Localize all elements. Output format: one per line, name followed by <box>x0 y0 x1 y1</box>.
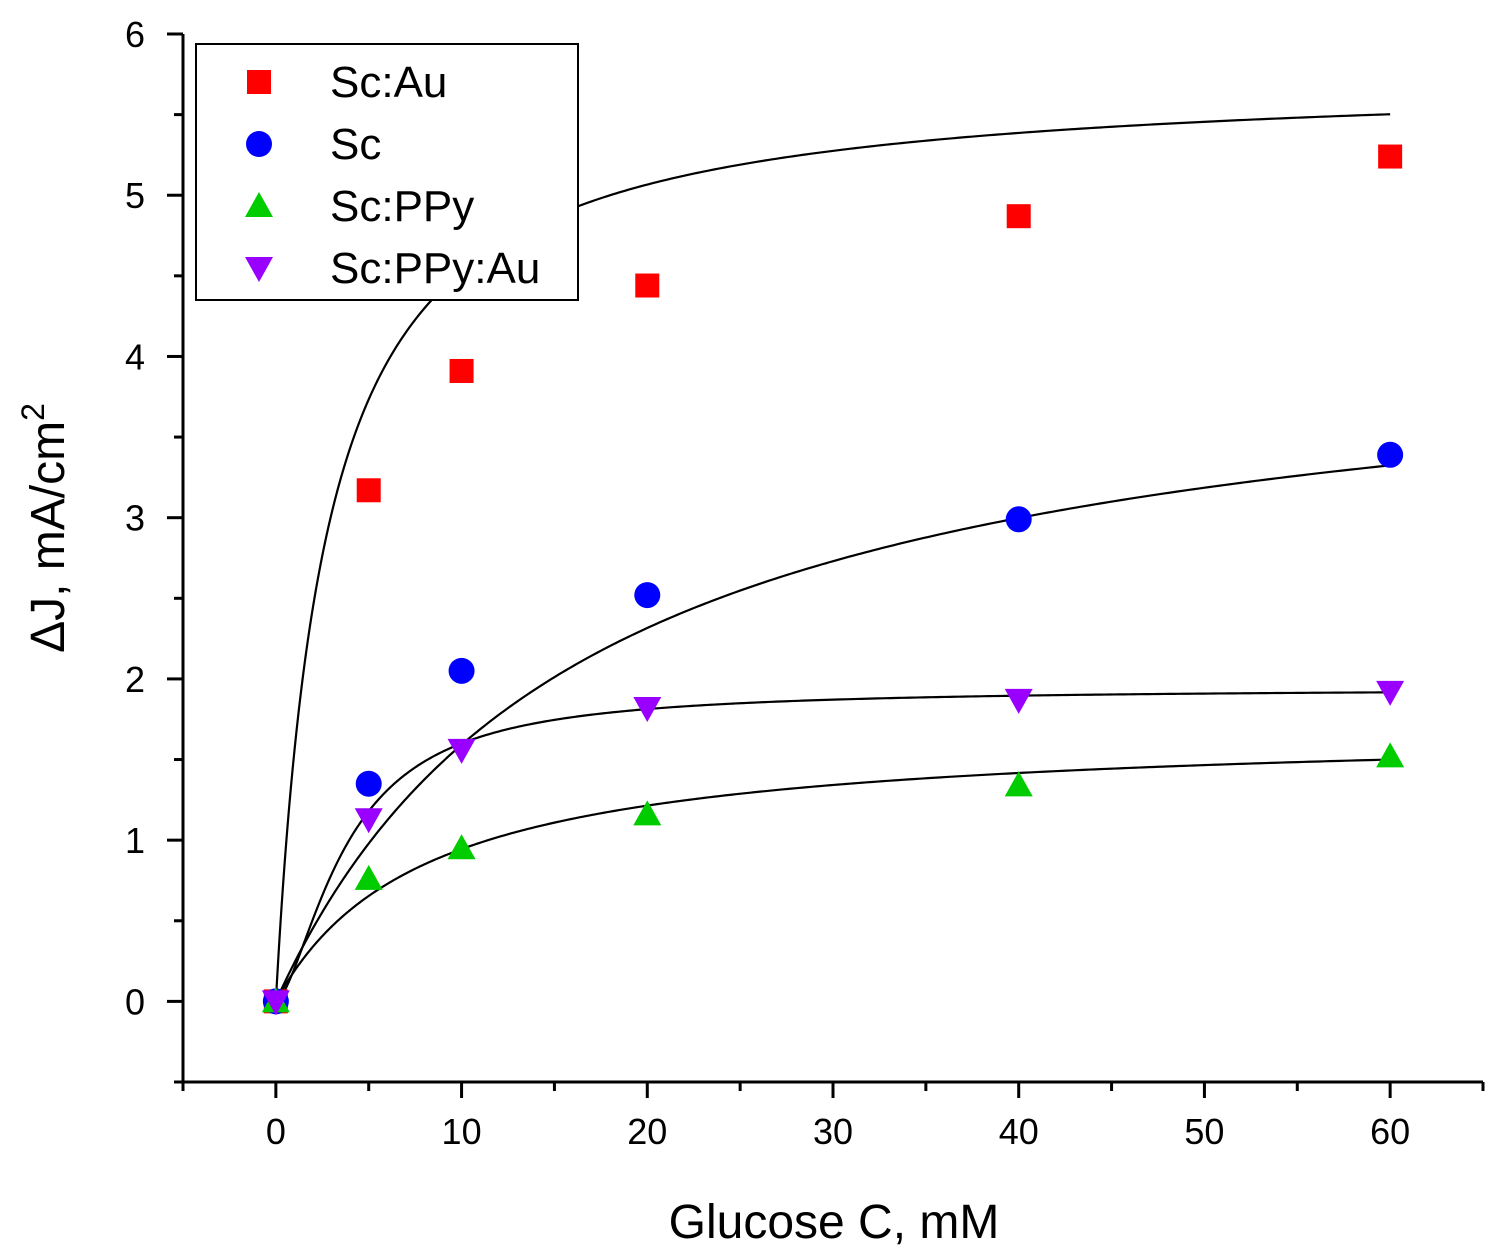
data-point <box>1004 688 1033 714</box>
data-point <box>1006 204 1031 229</box>
data-point <box>261 990 290 1016</box>
x-axis-title: Glucose C, mM <box>669 1196 1000 1249</box>
legend-label: Sc <box>330 120 381 169</box>
data-point <box>1376 742 1405 768</box>
data-point <box>355 770 382 797</box>
x-tick-label: 10 <box>442 1111 482 1152</box>
fit-curve <box>274 758 1391 1002</box>
x-tick-label: 40 <box>999 1111 1039 1152</box>
y-tick-label: 1 <box>125 820 145 861</box>
data-point <box>1378 144 1403 169</box>
data-point <box>448 657 475 684</box>
data-point <box>447 738 476 764</box>
y-tick-label: 5 <box>125 175 145 216</box>
data-point <box>354 808 383 834</box>
fit-curve <box>274 464 1391 1002</box>
y-tick-label: 4 <box>125 336 145 377</box>
data-point <box>449 358 474 383</box>
ticks: 0 10 20 30 40 50 60 0 1 2 3 4 5 6 <box>125 14 1485 1152</box>
y-tick-label: 3 <box>125 498 145 539</box>
x-tick-label: 20 <box>627 1111 667 1152</box>
legend-label: Sc:PPy:Au <box>330 244 540 293</box>
y-tick-label: 6 <box>125 14 145 55</box>
data-point <box>1005 506 1032 533</box>
y-tick-label: 2 <box>125 659 145 700</box>
data-point <box>633 696 662 722</box>
legend-label: Sc:Au <box>330 58 447 107</box>
legend-marker <box>246 131 272 157</box>
x-tick-label: 50 <box>1184 1111 1224 1152</box>
legend-marker <box>245 257 273 282</box>
legend-marker <box>245 192 273 217</box>
legend-label: Sc:PPy <box>330 182 474 231</box>
data-point <box>1004 771 1033 797</box>
legend: Sc:Au Sc Sc:PPy Sc:PPy:Au <box>195 43 579 301</box>
data-point <box>1376 680 1405 706</box>
data-point <box>634 582 661 609</box>
y-axis-title-superscript: 2 <box>15 403 51 421</box>
data-point <box>447 834 476 860</box>
legend-marker <box>247 70 271 94</box>
data-points <box>261 144 1405 1016</box>
fit-curve <box>275 691 1391 1003</box>
x-tick-label: 60 <box>1370 1111 1410 1152</box>
y-axis-title: ΔJ, mA/cm2 <box>15 403 75 653</box>
x-tick-label: 30 <box>813 1111 853 1152</box>
x-tick-label: 0 <box>266 1111 286 1152</box>
data-point <box>1377 441 1404 468</box>
data-point <box>633 800 662 826</box>
data-point <box>356 478 381 503</box>
data-point <box>635 273 660 298</box>
data-point <box>354 864 383 890</box>
y-axis-title-main: ΔJ, mA/cm <box>22 421 75 653</box>
y-tick-label: 0 <box>125 981 145 1022</box>
